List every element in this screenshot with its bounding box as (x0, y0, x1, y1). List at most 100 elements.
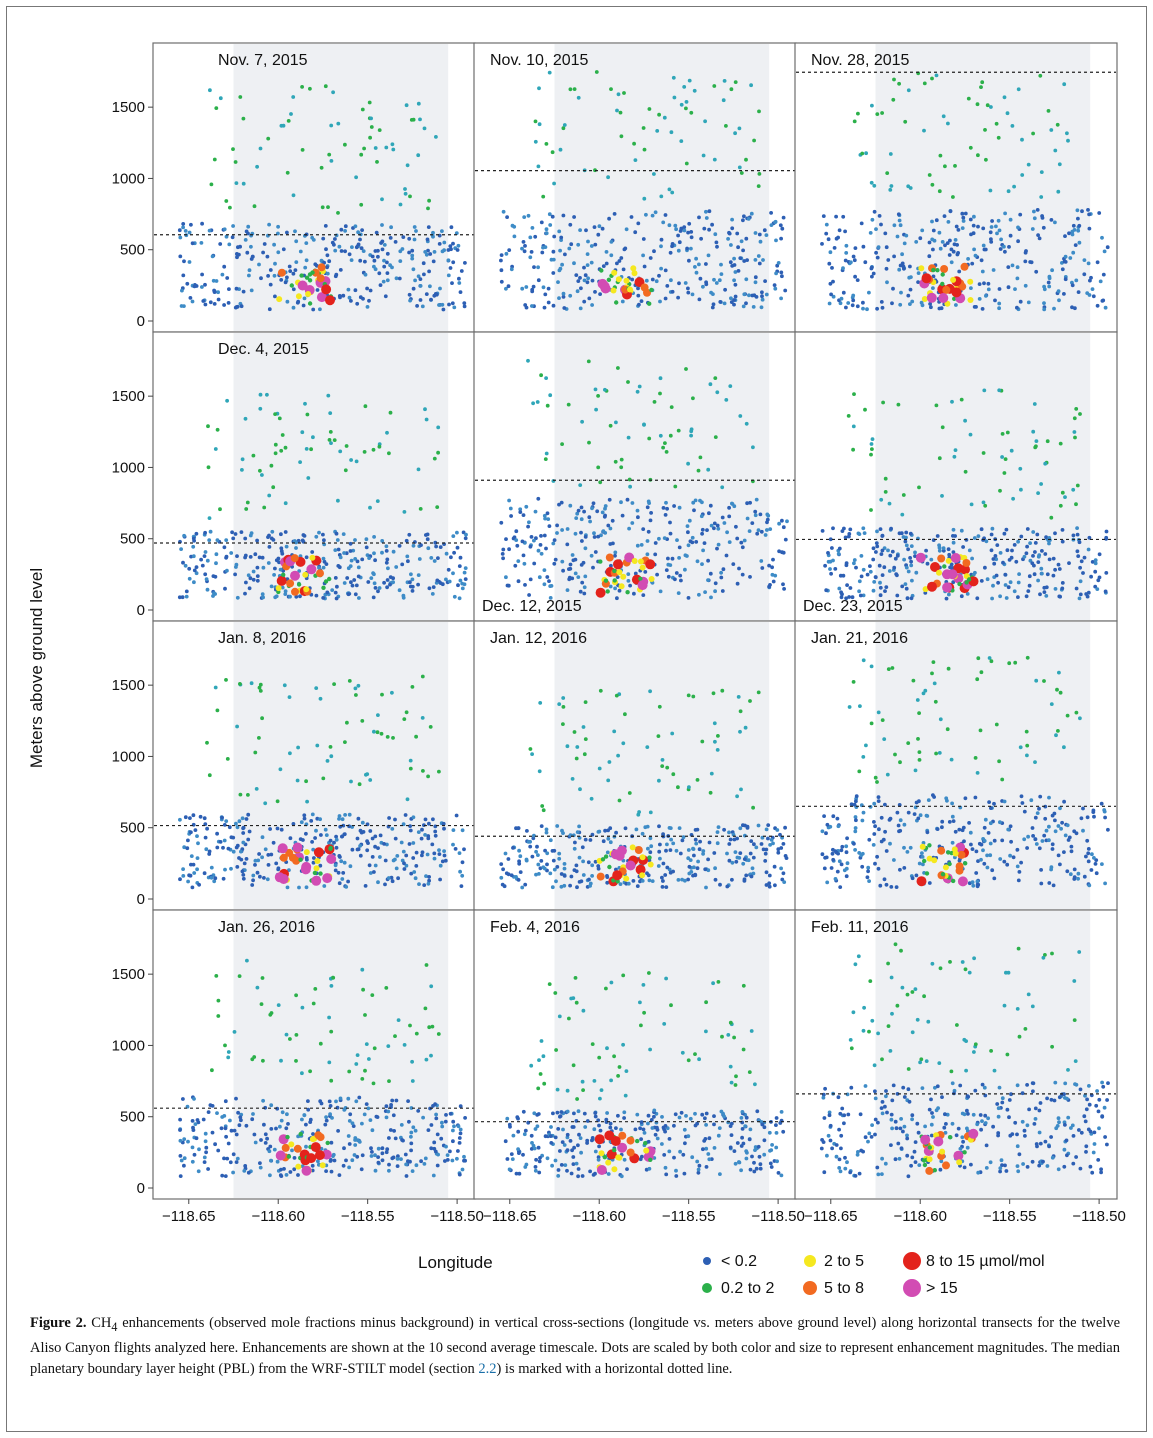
data-point (225, 1156, 230, 1161)
data-point (247, 273, 251, 278)
data-point (687, 864, 692, 869)
data-point (333, 868, 338, 873)
data-point (1005, 430, 1010, 435)
data-point (679, 226, 684, 231)
data-point (244, 857, 249, 861)
data-point (541, 808, 546, 813)
data-point (968, 432, 973, 437)
data-point (590, 863, 595, 868)
data-point (1071, 1134, 1076, 1138)
data-point (244, 817, 249, 821)
data-point (917, 758, 922, 762)
data-point (460, 873, 465, 878)
data-point (214, 552, 219, 557)
data-point (544, 451, 549, 456)
data-point (269, 1127, 274, 1131)
data-point (335, 584, 339, 589)
data-point (421, 769, 425, 773)
data-point (590, 874, 594, 878)
data-point (178, 235, 183, 240)
data-point (1084, 1144, 1089, 1149)
data-point (828, 281, 833, 286)
data-point (744, 277, 749, 282)
data-point (396, 1018, 401, 1022)
data-point (826, 1133, 831, 1138)
data-point (274, 1126, 278, 1131)
data-point (669, 130, 674, 135)
data-point (333, 248, 338, 253)
data-point (1032, 402, 1037, 406)
data-point (347, 679, 352, 683)
data-point (1009, 839, 1013, 844)
data-point (686, 596, 691, 600)
data-point (956, 1126, 961, 1131)
data-point (844, 596, 848, 601)
data-point (657, 273, 661, 278)
data-point (592, 225, 597, 230)
data-point (645, 745, 650, 749)
data-point (683, 878, 687, 883)
data-point (209, 865, 214, 870)
data-point (917, 750, 922, 754)
data-point (349, 299, 353, 303)
data-point (686, 290, 691, 295)
data-point (847, 595, 851, 599)
data-point (354, 583, 359, 588)
data-point (662, 1022, 667, 1026)
data-point (376, 254, 380, 259)
data-point (589, 553, 594, 558)
data-point (1036, 560, 1041, 564)
data-point (624, 552, 635, 563)
data-point (294, 540, 298, 545)
data-point (893, 1157, 898, 1162)
data-point (608, 526, 613, 531)
data-point (437, 848, 441, 852)
data-point (400, 562, 405, 567)
data-point (673, 484, 678, 489)
data-point (215, 427, 220, 432)
data-point (1031, 131, 1035, 136)
data-point (516, 1147, 520, 1151)
data-point (612, 1054, 616, 1059)
data-point (914, 240, 919, 244)
data-point (435, 1132, 440, 1137)
data-point (985, 103, 990, 108)
data-point (297, 885, 301, 890)
data-point (594, 70, 599, 74)
data-point (622, 247, 627, 252)
data-point (931, 286, 935, 290)
data-point (268, 268, 273, 272)
data-point (336, 1129, 340, 1133)
data-point (424, 252, 429, 257)
data-point (365, 772, 370, 776)
data-point (554, 1048, 558, 1052)
data-point (1050, 1155, 1055, 1160)
data-point (678, 851, 683, 856)
data-point (576, 1109, 581, 1114)
data-point (411, 841, 416, 845)
data-point (931, 857, 938, 864)
data-point (360, 967, 365, 972)
data-point (687, 78, 692, 83)
data-point (909, 563, 914, 568)
data-point (704, 262, 708, 266)
data-point (1002, 859, 1007, 864)
data-point (647, 501, 651, 505)
data-point (1088, 1129, 1093, 1134)
data-point (1042, 679, 1046, 683)
data-point (615, 261, 619, 266)
data-point (1035, 532, 1040, 537)
data-point (623, 875, 630, 882)
data-point (917, 485, 921, 490)
data-point (648, 850, 653, 855)
data-point (559, 872, 564, 876)
data-point (1057, 298, 1061, 303)
data-point (345, 576, 350, 580)
data-point (276, 224, 280, 229)
data-point (1003, 1163, 1007, 1168)
data-point (591, 565, 595, 570)
data-point (349, 458, 353, 462)
data-point (658, 299, 662, 304)
data-point (324, 562, 329, 566)
data-point (708, 790, 713, 795)
